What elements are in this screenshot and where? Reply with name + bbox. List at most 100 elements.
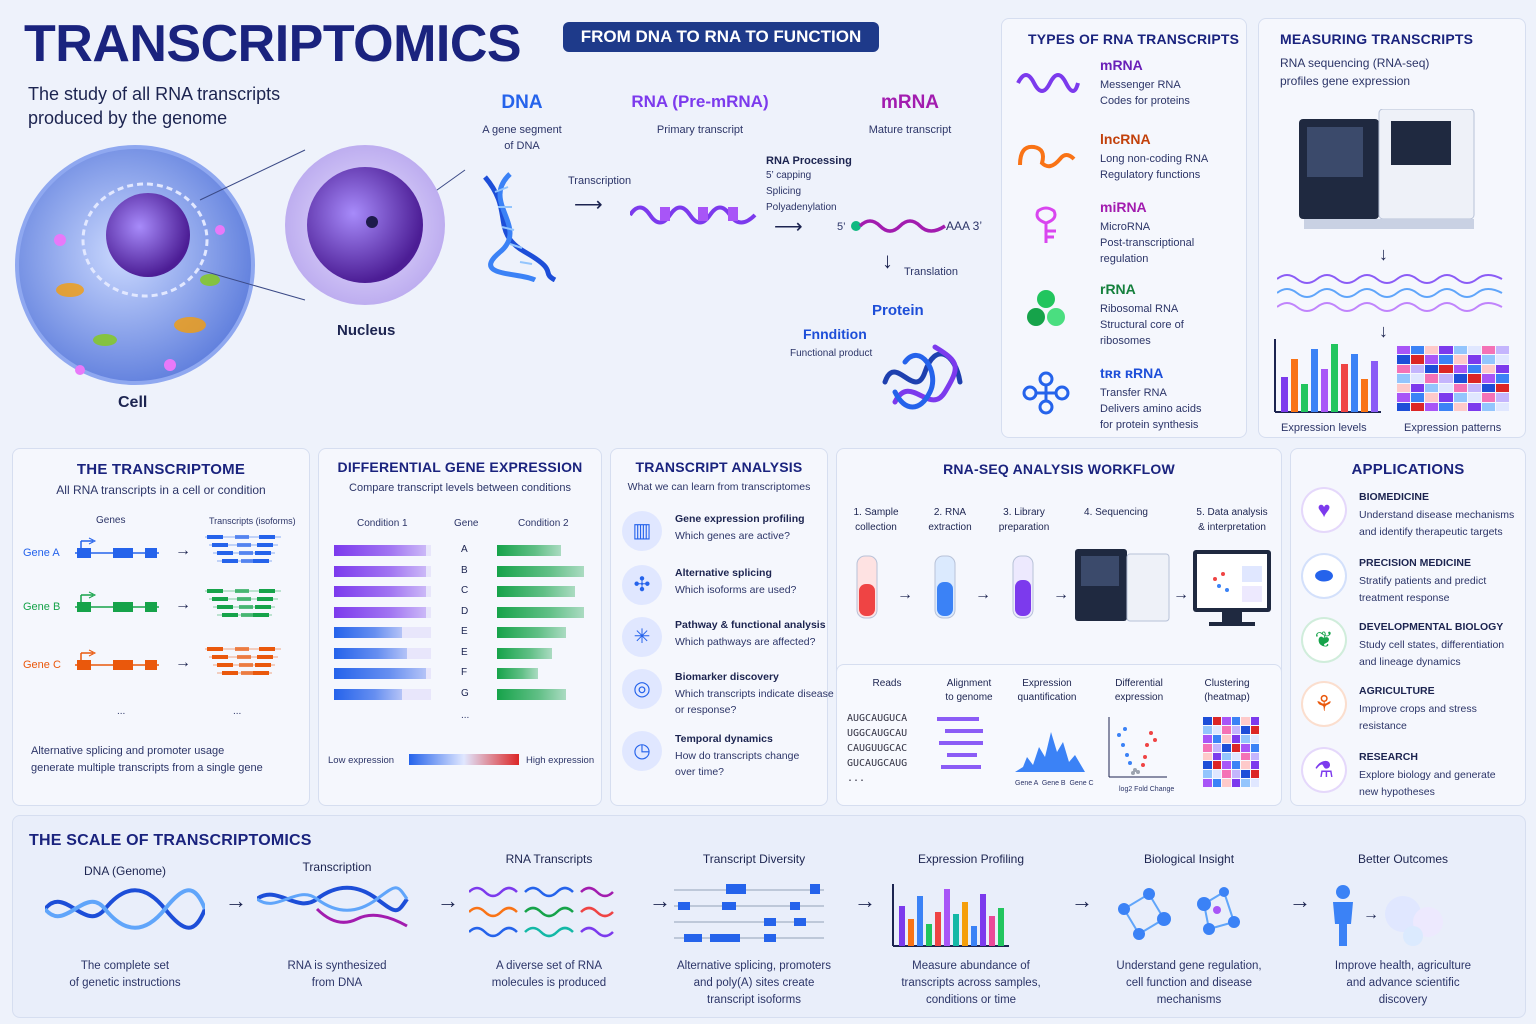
- mature-mrna-icon: [851, 219, 946, 233]
- expression-levels-label: Expression levels: [1281, 422, 1367, 434]
- heatmap-cell: [1411, 346, 1425, 355]
- condition-1-bar: [334, 545, 431, 556]
- heatmap-cell: [1397, 346, 1411, 355]
- heatmap-cell: [1467, 355, 1481, 364]
- transcriptome-title: THE TRANSCRIPTOME: [76, 461, 246, 478]
- scale-step-title: Transcription: [302, 860, 372, 874]
- condition-2-bar-fill: [497, 545, 562, 556]
- heatmap-cell: [1495, 355, 1509, 364]
- mrna-icon: [1016, 63, 1080, 112]
- condition-2-bar-fill: [497, 627, 566, 638]
- analysis-item-line-1: Which isoforms are used?: [675, 584, 797, 596]
- arrow-right-icon: →: [175, 596, 191, 613]
- heatmap-cell: [1453, 383, 1467, 393]
- heatmap-cell: [1203, 734, 1212, 743]
- rna-type-item: rRNA Ribosomal RNA Structural core of ribos…: [1016, 281, 1241, 361]
- scale-step-title: Expression Profiling: [917, 852, 1025, 866]
- wheat-icon: ⚘: [1301, 681, 1347, 727]
- application-title: BIOMEDICINE: [1359, 491, 1430, 503]
- scale-step-title: Biological Insight: [1143, 852, 1235, 866]
- scale-step-line-1: Measure abundance of: [912, 960, 1030, 972]
- workflow-step: 4. Sequencing: [1081, 505, 1151, 520]
- volcano-plot: [1108, 717, 1167, 778]
- condition-2-bar-fill: [497, 565, 585, 577]
- condition-2-bar-fill: [497, 586, 576, 597]
- heatmap-cell: [1241, 770, 1250, 779]
- expression-patterns-heatmap: [1397, 346, 1509, 411]
- dna-desc-2: of DNA: [504, 140, 540, 152]
- condition-1-bar-fill: [334, 627, 402, 638]
- heatmap-cell: [1241, 743, 1250, 752]
- heatmap-cell: [1212, 770, 1221, 779]
- gene-label: Gene C: [23, 659, 61, 671]
- rna-desc: Primary transcript: [656, 124, 744, 136]
- heatmap-cell: [1495, 393, 1509, 402]
- condition-2-bar-fill: [497, 668, 539, 679]
- rna-type-name: mRNA: [1100, 57, 1143, 73]
- log2-label: log2 Fold Change: [1119, 786, 1175, 793]
- dna-title: DNA: [501, 92, 543, 113]
- condition-1-bar: [334, 565, 431, 577]
- mrna-desc: Mature transcript: [868, 124, 952, 136]
- heatmap-cell: [1439, 346, 1453, 355]
- measuring-desc-2: profiles gene expression: [1280, 74, 1411, 88]
- rna-type-item: tʀʀ ʀRNA Transfer RNA Delivers amino acids…: [1016, 365, 1241, 445]
- function-desc: Functional product: [790, 348, 873, 359]
- heatmap-cell: [1222, 725, 1231, 734]
- heatmap-cell: [1231, 743, 1240, 752]
- condition-2-bar-fill: [497, 606, 585, 618]
- arrow-right-icon: →: [175, 654, 191, 671]
- function-label: Fnndition: [803, 326, 867, 342]
- mrna-title: mRNA: [880, 92, 940, 113]
- isoforms-icon: [201, 587, 293, 628]
- heatmap-cell: [1425, 355, 1439, 364]
- polya-label: AAA 3’: [946, 219, 983, 233]
- heatmap-cell: [1231, 717, 1240, 725]
- heatmap-cell: [1231, 734, 1240, 743]
- heatmap-cell: [1467, 346, 1481, 355]
- analysis-title: TRANSCRIPT ANALYSIS: [635, 459, 803, 475]
- heatmap-cell: [1397, 402, 1411, 411]
- workflow-step-line-2: collection: [855, 522, 897, 533]
- protein-label: Protein: [872, 302, 924, 319]
- application-line-2: new hypotheses: [1359, 786, 1435, 798]
- analysis-item-line-1: Which pathways are affected?: [675, 636, 816, 648]
- heatmap-cell: [1212, 725, 1221, 734]
- heatmap-cell: [1439, 402, 1453, 411]
- arrow-down-icon: ↓: [882, 248, 893, 273]
- target-icon: ◎: [622, 669, 662, 709]
- condition-1-bar: [334, 627, 431, 638]
- analysis-subtitle: What we can learn from transcriptomes: [627, 481, 811, 493]
- workflow-step-line-1: 3. Library: [1003, 507, 1045, 518]
- arrow-right-icon: →: [175, 542, 191, 559]
- heatmap-cell: [1222, 779, 1231, 787]
- svg-text:→: →: [1173, 586, 1189, 603]
- gene-structure-icon: [71, 589, 161, 624]
- heatmap-cell: [1250, 770, 1259, 779]
- reads-list: AUGCAUGUCA UGGCAUGCAU CAUGUUGCAC GUCAUGCAUG…: [847, 711, 907, 786]
- condition-1-bar-fill: [334, 688, 402, 700]
- processing-step-2: Splicing: [766, 186, 802, 197]
- rna-transcripts-icon: [468, 884, 629, 959]
- splicing-icon: ✣: [622, 565, 662, 605]
- workflow-step-line-1: 2. RNA: [933, 507, 967, 518]
- dna-desc-1: A gene segment: [482, 124, 562, 136]
- application-title: PRECISION MEDICINE: [1359, 557, 1472, 569]
- scale-step-title: Better Outcomes: [1357, 852, 1449, 866]
- expression-patterns-label: Expression patterns: [1404, 422, 1502, 434]
- processing-step-3: Polyadenylation: [766, 202, 837, 213]
- condition-1-bar: [334, 606, 431, 618]
- workflow-step: 3. Library preparation: [989, 505, 1059, 535]
- subtitle-line-2: produced by the genome: [28, 108, 228, 128]
- lncrna-icon: [1016, 137, 1080, 186]
- heatmap-cell: [1439, 393, 1453, 402]
- heatmap-cell: [1231, 725, 1240, 734]
- heatmap-cell: [1411, 374, 1425, 383]
- heatmap-cell: [1411, 355, 1425, 364]
- applications-panel: APPLICATIONS ♥ BIOMEDICINE Understand dise…: [1290, 448, 1526, 806]
- arrow-right-icon: →: [649, 888, 671, 913]
- low-expression-label: Low expression: [328, 755, 395, 766]
- subtitle-line-1: The study of all RNA transcripts: [28, 84, 281, 104]
- transcripts-ellipsis: ...: [233, 706, 242, 717]
- application-line-1: Understand disease mechanisms: [1359, 509, 1515, 521]
